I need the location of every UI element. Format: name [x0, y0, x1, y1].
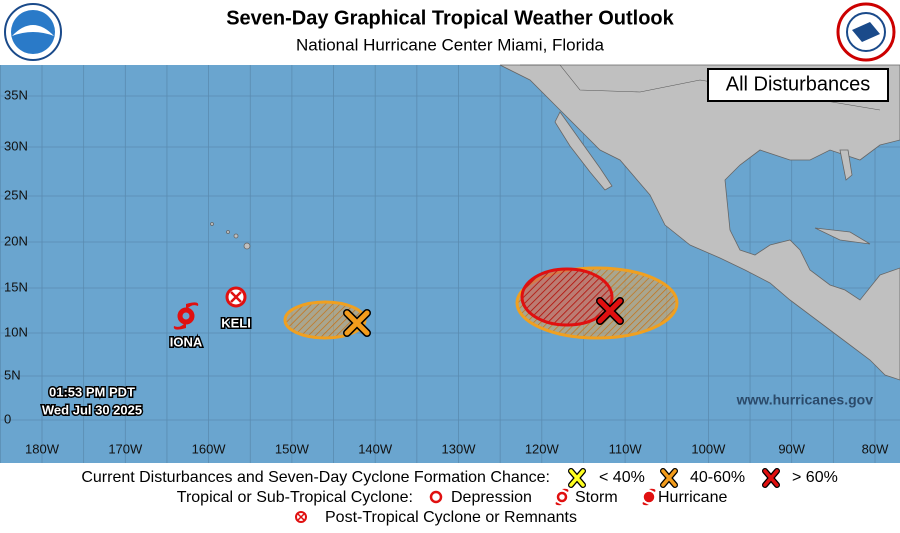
storm-label: IONA [170, 334, 203, 349]
legend-item: Hurricane [658, 489, 727, 506]
badge: All Disturbances [726, 73, 871, 95]
lat-label: 5N [4, 367, 21, 382]
lon-label: 170W [108, 441, 143, 456]
storm-keli: KELI [220, 286, 252, 332]
x-marker-medium [344, 310, 370, 336]
lon-label: 100W [691, 441, 726, 456]
disturbance-areas [283, 266, 679, 340]
legend-label: Tropical or Sub-Tropical Cyclone: [177, 489, 413, 506]
subtitle: National Hurricane Center Miami, Florida [296, 35, 605, 54]
lon-label: 130W [442, 441, 477, 456]
lon-label: 160W [192, 441, 227, 456]
lat-label: 25N [4, 187, 28, 202]
legend-item: Depression [451, 489, 532, 506]
x-marker-high [597, 298, 623, 324]
map: IONA KELI 01:53 PM PDT Wed Jul 30 2025 w… [0, 64, 900, 463]
lat-label: 10N [4, 324, 28, 339]
lon-label: 120W [525, 441, 560, 456]
lat-label: 20N [4, 233, 28, 248]
lon-label: 140W [358, 441, 393, 456]
area-high [520, 267, 614, 327]
legend-item: Storm [575, 489, 618, 506]
timestamp-date: Wed Jul 30 2025 [42, 402, 142, 417]
storm-iona: IONA [168, 302, 204, 351]
storm-label: KELI [221, 315, 251, 330]
legend-item: Post-Tropical Cyclone or Remnants [325, 509, 577, 526]
website: www.hurricanes.gov [736, 392, 874, 408]
badge-box [707, 68, 889, 102]
legend-item: < 40% [599, 469, 645, 486]
lon-label: 80W [862, 441, 889, 456]
nws-logo [836, 2, 896, 62]
lat-label: 30N [4, 138, 28, 153]
lon-label: 150W [275, 441, 310, 456]
lat-label: 0 [4, 411, 11, 426]
lon-label: 90W [778, 441, 805, 456]
legend-label: Current Disturbances and Seven-Day Cyclo… [81, 469, 550, 486]
noaa-logo [4, 3, 62, 61]
lat-label: 15N [4, 279, 28, 294]
legend: Current Disturbances and Seven-Day Cyclo… [81, 468, 838, 526]
title: Seven-Day Graphical Tropical Weather Out… [226, 7, 674, 29]
lon-label: 180W [25, 441, 60, 456]
legend-item: 40-60% [690, 469, 745, 486]
timestamp-time: 01:53 PM PDT [49, 384, 135, 399]
lon-label: 110W [609, 441, 643, 456]
lat-label: 35N [4, 87, 28, 102]
legend-item: > 60% [792, 469, 838, 486]
land [210, 64, 900, 381]
